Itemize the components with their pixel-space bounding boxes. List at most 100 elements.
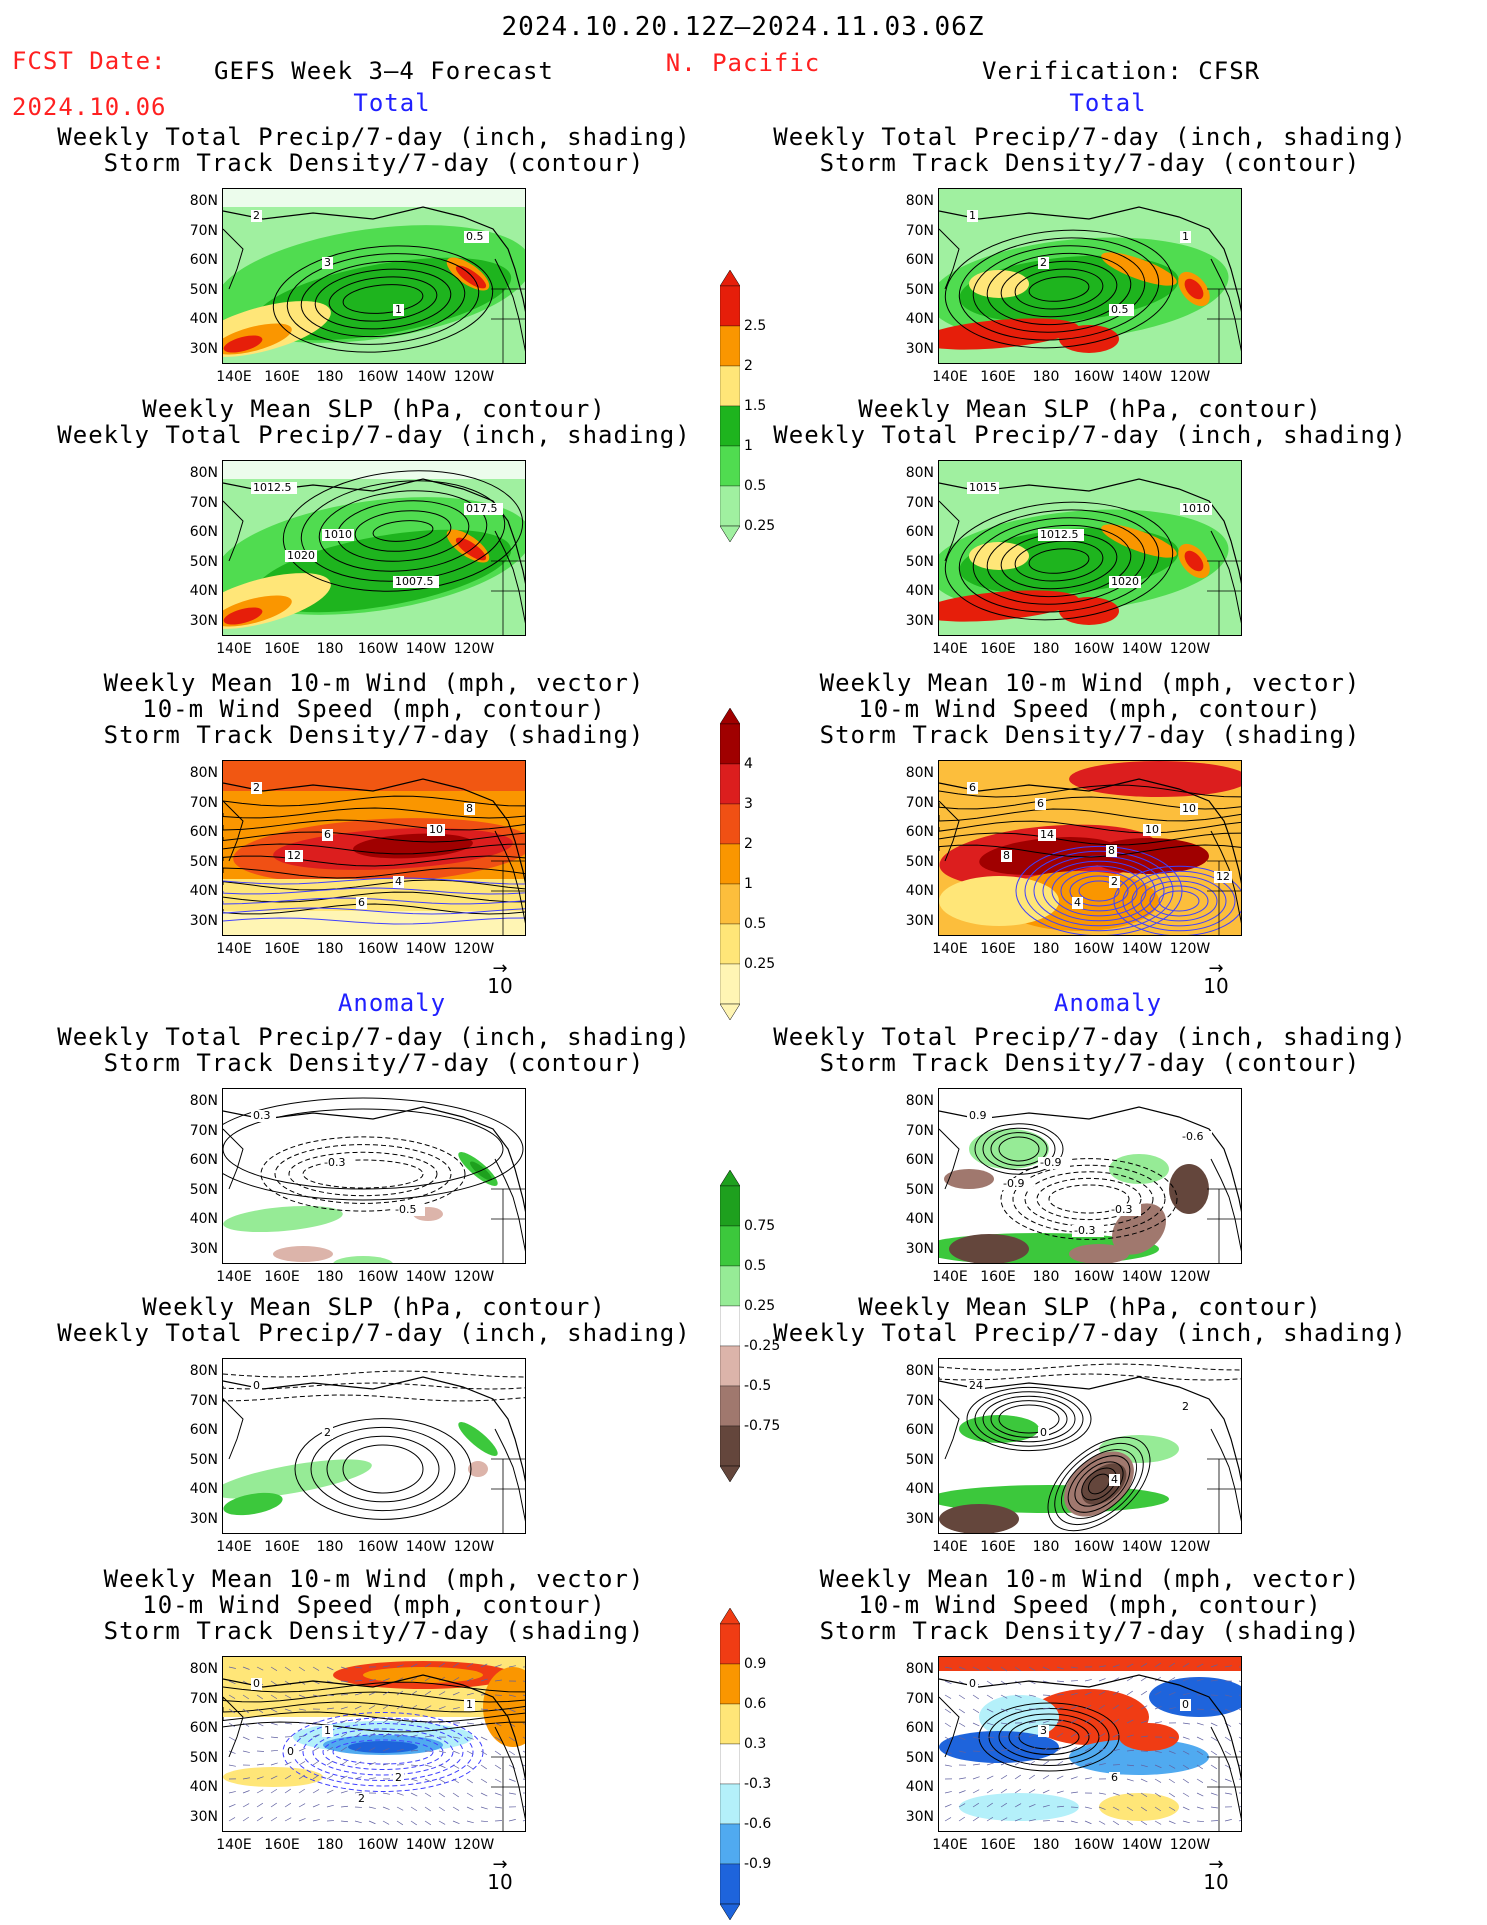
lat-tick-label: 70N [905, 794, 934, 811]
lat-tick-label: 70N [189, 1392, 218, 1409]
lon-tick-label: 140E [932, 941, 968, 957]
lat-tick-label: 30N [189, 1510, 218, 1527]
panel-title-1: Weekly Total Precip/7-day (inch, shading… [57, 123, 691, 151]
svg-text:0: 0 [1182, 1698, 1189, 1711]
lat-tick-label: 50N [189, 553, 218, 570]
panel-title-2: Weekly Total Precip/7-day (inch, shading… [57, 1319, 691, 1347]
contour-label: 10 [1180, 802, 1198, 815]
panel-title-2: Storm Track Density/7-day (contour) [103, 149, 645, 177]
contour-label: 10 [427, 823, 445, 836]
contour-label: 2 [1180, 1400, 1191, 1413]
lon-tick-label: 140E [932, 369, 968, 385]
lon-tick-label: 160W [357, 1837, 399, 1853]
panel-title-1: Weekly Total Precip/7-day (inch, shading… [57, 1023, 691, 1051]
lat-tick-label: 30N [905, 912, 934, 929]
lon-tick-label: 180 [1032, 941, 1060, 957]
map-plot: 1012.5 1010 1007.5 017.5 1020 [222, 460, 526, 636]
svg-text:6: 6 [1111, 1771, 1118, 1784]
svg-text:1012.5: 1012.5 [253, 481, 292, 494]
fcst-label: FCST Date: [12, 47, 167, 75]
contour-label: -0.3 [1072, 1224, 1104, 1237]
lat-tick-label: 80N [905, 465, 934, 481]
lat-tick-label: 40N [189, 883, 218, 899]
vector-reference: → 10 [487, 958, 513, 998]
map-plot: 1015 1012.5 1020 1010 [938, 460, 1242, 636]
lat-tick-label: 30N [905, 1510, 934, 1527]
svg-text:0: 0 [253, 1677, 260, 1690]
svg-text:1: 1 [1182, 230, 1189, 243]
lon-tick-label: 140W [1121, 1269, 1163, 1285]
contour-label: 8 [1001, 849, 1012, 862]
svg-text:-0.6: -0.6 [1182, 1130, 1203, 1143]
colorbar-tick-label: 0.25 [744, 1298, 776, 1314]
map-plot: 0 3 6 0 [938, 1656, 1242, 1832]
contour-label: 2 [393, 1771, 404, 1784]
svg-text:1007.5: 1007.5 [395, 575, 434, 588]
lat-tick-label: 80N [905, 193, 934, 209]
contour-label: 0 [967, 1677, 978, 1690]
map-plot: 2 6 4 8 12 6 10 [222, 760, 526, 936]
lon-tick-label: 140W [405, 369, 447, 385]
lat-tick-label: 60N [905, 1422, 934, 1438]
panel-title-2: Weekly Total Precip/7-day (inch, shading… [773, 421, 1407, 449]
map-plot: 0.3 -0.3 -0.5 [222, 1088, 526, 1264]
lat-tick-label: 30N [905, 340, 934, 357]
contour-label: 1007.5 [393, 575, 439, 588]
lat-tick-label: 80N [905, 765, 934, 781]
lon-tick-label: 180 [1032, 1539, 1060, 1555]
lat-tick-label: 30N [189, 1240, 218, 1257]
contour-label: 12 [285, 849, 303, 862]
lat-tick-label: 50N [189, 281, 218, 298]
section-anomaly-left: Anomaly [337, 989, 447, 1017]
lon-tick-label: 140E [216, 641, 252, 657]
lon-tick-label: 160W [357, 1269, 399, 1285]
panel-title-2: Weekly Total Precip/7-day (inch, shading… [57, 421, 691, 449]
contour-label: -0.9 [1001, 1177, 1033, 1190]
contour-label: 017.5 [464, 502, 503, 515]
contour-label: 4 [393, 875, 404, 888]
contour-label: 2 [1109, 875, 1120, 888]
lat-tick-label: 60N [905, 524, 934, 540]
lon-tick-label: 140E [932, 1269, 968, 1285]
svg-text:12: 12 [287, 849, 301, 862]
date-range: 2024.10.20.12Z–2024.11.03.06Z [501, 12, 985, 42]
lon-tick-label: 180 [316, 641, 344, 657]
lat-tick-label: 80N [905, 1661, 934, 1677]
lat-tick-label: 50N [189, 1181, 218, 1198]
panel-title-2: 10-m Wind Speed (mph, contour) [142, 695, 606, 723]
contour-label: 14 [1038, 828, 1056, 841]
contour-label: -0.3 [1109, 1203, 1141, 1216]
lon-tick-label: 140W [405, 1539, 447, 1555]
lon-tick-label: 160E [264, 641, 300, 657]
panel-title-1: Weekly Total Precip/7-day (inch, shading… [773, 123, 1407, 151]
panel-title-3: Storm Track Density/7-day (shading) [819, 721, 1361, 749]
svg-text:2: 2 [1040, 256, 1047, 269]
map-plot: 1 2 0.5 1 [938, 188, 1242, 364]
contour-label: 3 [322, 256, 333, 269]
contour-label: 6 [1035, 797, 1046, 810]
svg-text:6: 6 [1037, 797, 1044, 810]
lon-tick-label: 180 [316, 369, 344, 385]
svg-text:0.5: 0.5 [466, 230, 484, 243]
vector-reference: → 10 [1203, 1854, 1229, 1894]
contour-label: -0.9 [1038, 1156, 1070, 1169]
contour-label: -0.6 [1180, 1130, 1212, 1143]
contour-label: 4 [1109, 1473, 1120, 1486]
lon-tick-label: 180 [316, 941, 344, 957]
lon-tick-label: 120W [453, 941, 495, 957]
panel-title-1: Weekly Mean SLP (hPa, contour) [858, 1293, 1322, 1321]
panel-title-1: Weekly Mean SLP (hPa, contour) [142, 1293, 606, 1321]
lon-tick-label: 160E [980, 1837, 1016, 1853]
contour-label: 2 [356, 1792, 367, 1805]
contour-label: 1010 [322, 528, 354, 541]
lat-tick-label: 60N [905, 824, 934, 840]
lat-tick-label: 70N [905, 1392, 934, 1409]
lon-tick-label: 120W [453, 1837, 495, 1853]
lon-tick-label: 180 [1032, 641, 1060, 657]
contour-label: 1 [464, 1698, 475, 1711]
contour-label: 1 [967, 209, 978, 222]
lon-tick-label: 160W [1073, 1837, 1115, 1853]
contour-label: 2 [251, 781, 262, 794]
lon-tick-label: 180 [316, 1837, 344, 1853]
colorbar-tick-label: -0.6 [744, 1816, 772, 1832]
